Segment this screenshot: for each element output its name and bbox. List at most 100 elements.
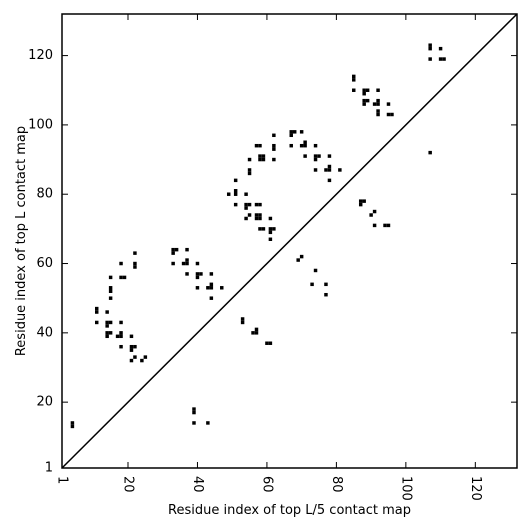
contact-point — [358, 199, 363, 203]
contact-point — [171, 251, 175, 255]
x-tick-label: 120 — [468, 476, 483, 501]
contact-point — [247, 202, 252, 207]
contact-point — [272, 133, 276, 138]
contact-point — [265, 341, 269, 345]
contact-point — [313, 154, 318, 158]
contact-point — [254, 331, 259, 335]
contact-point — [240, 320, 245, 325]
contact-point — [119, 344, 123, 349]
contact-point — [258, 157, 262, 162]
contact-point — [108, 331, 113, 335]
contact-point — [289, 130, 293, 134]
y-tick-label: 1 — [45, 461, 53, 476]
contact-point — [362, 102, 366, 106]
contact-point — [303, 143, 307, 148]
contact-point — [105, 331, 109, 335]
contact-point — [209, 272, 214, 276]
contact-point — [292, 130, 297, 134]
contact-point — [209, 282, 214, 287]
contact-point — [192, 407, 196, 411]
contact-point — [313, 268, 318, 273]
contact-point — [185, 247, 189, 252]
contact-point — [376, 112, 380, 117]
contact-point — [185, 261, 189, 266]
contact-point — [251, 331, 255, 335]
contact-point — [369, 213, 373, 217]
y-tick-label: 20 — [36, 395, 53, 410]
contact-point — [119, 275, 123, 280]
contact-point — [289, 143, 293, 148]
contact-point — [296, 258, 300, 262]
contact-point — [258, 227, 262, 231]
contact-point — [372, 223, 377, 228]
contact-point — [105, 320, 109, 325]
plot-frame — [61, 13, 518, 469]
contact-point — [428, 57, 432, 61]
contact-point — [386, 112, 391, 117]
contact-point — [362, 98, 366, 103]
contact-point — [299, 130, 304, 134]
contact-point — [386, 102, 391, 106]
contact-point — [428, 150, 432, 155]
y-axis-label: Residue index of top L contact map — [14, 126, 29, 356]
contact-point — [365, 88, 370, 92]
contact-point — [272, 227, 276, 231]
contact-point — [258, 202, 262, 207]
x-tick-label: 80 — [329, 476, 344, 493]
contact-point — [129, 358, 134, 363]
contact-point — [268, 230, 273, 235]
contact-point — [376, 88, 380, 92]
contact-point — [70, 424, 75, 429]
contact-point — [327, 164, 332, 169]
contact-point — [268, 216, 273, 221]
contact-point — [105, 334, 109, 339]
contact-point — [108, 286, 113, 290]
contact-point — [244, 202, 248, 207]
contact-point — [247, 213, 252, 217]
contact-point — [327, 168, 332, 172]
contact-point — [313, 157, 318, 162]
contact-point — [324, 282, 328, 287]
contact-point — [362, 88, 366, 92]
x-tick-label: 20 — [120, 476, 135, 493]
x-tick-labels: 1 20 40 60 80 100 120 — [55, 476, 483, 501]
y-tick-label: 60 — [36, 256, 53, 271]
contact-point — [119, 261, 123, 266]
contact-point — [299, 143, 304, 148]
contact-point — [209, 286, 214, 290]
x-tick-label: 60 — [259, 476, 274, 493]
contact-point — [338, 168, 342, 172]
contact-point — [133, 355, 137, 359]
contact-point — [303, 140, 307, 144]
contact-point — [115, 334, 120, 339]
contact-point — [317, 154, 321, 158]
contact-point — [195, 275, 200, 280]
contact-point — [174, 247, 179, 252]
contact-point — [438, 46, 443, 51]
contact-point — [272, 147, 276, 151]
contact-point — [133, 265, 137, 269]
contact-point — [206, 286, 210, 290]
contact-point — [272, 157, 276, 162]
contact-point — [192, 410, 196, 415]
contact-point — [108, 289, 113, 293]
contact-point — [372, 102, 377, 106]
contact-point — [233, 202, 238, 207]
contact-point — [428, 43, 432, 47]
contact-point — [233, 189, 238, 193]
contact-point — [442, 57, 446, 61]
contact-point — [352, 78, 356, 82]
contact-point — [261, 157, 266, 162]
contact-point — [244, 216, 248, 221]
contact-point — [327, 178, 332, 183]
contact-point — [254, 143, 259, 148]
contact-point — [376, 98, 380, 103]
contact-point — [254, 213, 259, 217]
contact-point — [95, 306, 99, 311]
x-axis-label: Residue index of top L/5 contact map — [168, 503, 411, 518]
contact-point — [133, 344, 137, 349]
contact-point — [171, 247, 175, 252]
contact-point — [108, 275, 113, 280]
